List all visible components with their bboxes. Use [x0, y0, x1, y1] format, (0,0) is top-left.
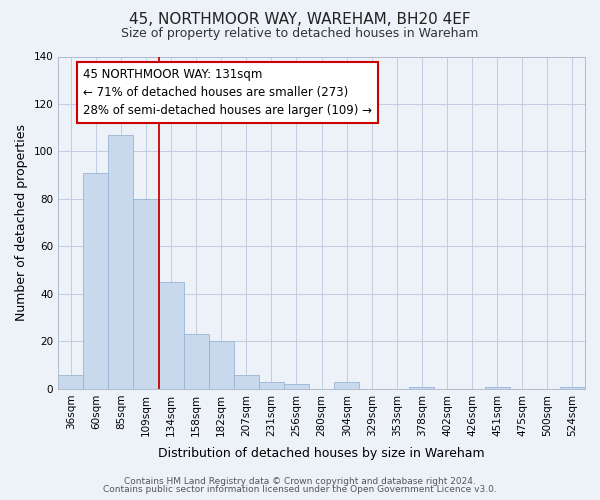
Bar [334, 382, 359, 389]
Y-axis label: Number of detached properties: Number of detached properties [15, 124, 28, 321]
Bar [234, 374, 259, 389]
X-axis label: Distribution of detached houses by size in Wareham: Distribution of detached houses by size … [158, 447, 485, 460]
Bar [109, 135, 133, 389]
Bar [209, 342, 234, 389]
Bar [133, 199, 158, 389]
Bar [485, 386, 510, 389]
Bar [184, 334, 209, 389]
Bar [259, 382, 284, 389]
Bar [560, 386, 585, 389]
Bar [58, 374, 83, 389]
Text: Contains public sector information licensed under the Open Government Licence v3: Contains public sector information licen… [103, 485, 497, 494]
Bar [409, 386, 434, 389]
Bar [83, 173, 109, 389]
Bar [158, 282, 184, 389]
Bar [284, 384, 309, 389]
Text: 45, NORTHMOOR WAY, WAREHAM, BH20 4EF: 45, NORTHMOOR WAY, WAREHAM, BH20 4EF [129, 12, 471, 28]
Text: 45 NORTHMOOR WAY: 131sqm
← 71% of detached houses are smaller (273)
28% of semi-: 45 NORTHMOOR WAY: 131sqm ← 71% of detach… [83, 68, 372, 117]
Text: Contains HM Land Registry data © Crown copyright and database right 2024.: Contains HM Land Registry data © Crown c… [124, 477, 476, 486]
Text: Size of property relative to detached houses in Wareham: Size of property relative to detached ho… [121, 28, 479, 40]
